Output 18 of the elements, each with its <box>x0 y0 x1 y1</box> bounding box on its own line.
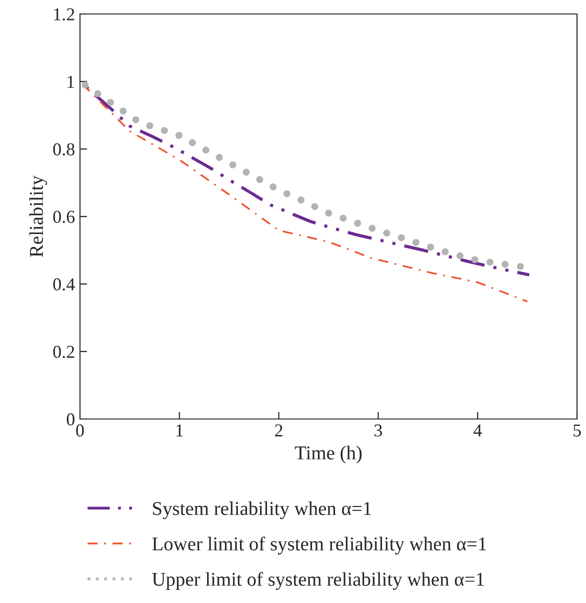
x-axis-title: Time (h) <box>294 446 362 464</box>
x-tick-label: 1 <box>176 424 183 436</box>
x-tick-label: 4 <box>473 424 482 436</box>
x-tick-label: 3 <box>374 424 382 437</box>
y-tick-label: 0.6 <box>53 210 75 224</box>
y-tick-label: 0.2 <box>53 346 74 358</box>
y-tick-label: 1 <box>68 76 74 88</box>
legend-label: Upper limit of system reliability when α=1 <box>152 572 484 590</box>
y-axis-title: Reliability <box>29 176 48 257</box>
y-tick-label: 0.8 <box>53 143 74 156</box>
y-tick-label: 0.4 <box>53 278 75 291</box>
x-tick-label: 0 <box>76 424 84 437</box>
x-tick-label: 5 <box>574 424 581 437</box>
legend-label: Lower limit of system reliability when α=1 <box>152 536 486 554</box>
y-tick-label: 1.2 <box>54 8 74 21</box>
x-tick-label: 2 <box>275 424 282 436</box>
legend-label: System reliability when α=1 <box>153 501 371 520</box>
y-tick-label: 0 <box>66 413 74 426</box>
